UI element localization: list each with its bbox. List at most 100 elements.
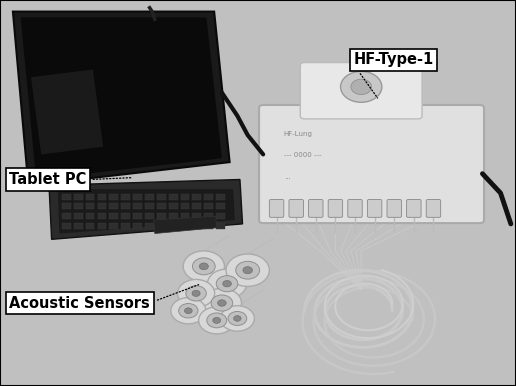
Circle shape [223, 281, 231, 287]
Circle shape [207, 269, 247, 298]
Circle shape [228, 312, 247, 325]
Polygon shape [49, 179, 243, 239]
Bar [133, 203, 142, 209]
Circle shape [192, 258, 215, 275]
Circle shape [192, 290, 200, 296]
Bar [74, 223, 83, 229]
Bar [216, 223, 225, 229]
Circle shape [207, 313, 227, 328]
Bar [145, 213, 154, 219]
Circle shape [199, 307, 235, 334]
FancyBboxPatch shape [289, 200, 303, 217]
Text: Tablet PC: Tablet PC [9, 172, 87, 187]
Bar [86, 213, 94, 219]
Circle shape [202, 288, 241, 318]
Bar [157, 213, 166, 219]
Polygon shape [31, 69, 103, 154]
FancyBboxPatch shape [328, 200, 343, 217]
Bar [169, 223, 178, 229]
Bar [86, 223, 94, 229]
FancyBboxPatch shape [348, 200, 362, 217]
FancyBboxPatch shape [309, 200, 323, 217]
Bar [109, 194, 118, 200]
Bar [157, 194, 166, 200]
Bar [192, 194, 201, 200]
Text: ...: ... [284, 174, 291, 180]
Circle shape [199, 263, 208, 270]
Circle shape [171, 298, 206, 324]
Bar [192, 203, 201, 209]
FancyBboxPatch shape [367, 200, 382, 217]
Circle shape [216, 276, 238, 292]
Bar [62, 203, 71, 209]
Bar [74, 194, 83, 200]
Bar [204, 194, 213, 200]
Circle shape [183, 251, 224, 282]
Bar [98, 213, 106, 219]
Circle shape [341, 71, 382, 102]
Bar [157, 203, 166, 209]
Bar [109, 213, 118, 219]
Bar [145, 223, 154, 229]
Text: --- 0000 ---: --- 0000 --- [284, 152, 321, 159]
Bar [121, 194, 130, 200]
Bar [181, 194, 189, 200]
Bar [62, 213, 71, 219]
FancyBboxPatch shape [387, 200, 401, 217]
Bar [216, 213, 225, 219]
Bar [204, 213, 213, 219]
Polygon shape [58, 189, 235, 234]
Bar [98, 194, 106, 200]
Bar [109, 203, 118, 209]
Circle shape [186, 286, 206, 301]
Bar [86, 203, 94, 209]
Bar [62, 194, 71, 200]
Circle shape [220, 306, 254, 331]
Bar [98, 223, 106, 229]
Bar [109, 223, 118, 229]
Bar [121, 213, 130, 219]
Bar [62, 223, 71, 229]
Circle shape [178, 279, 215, 307]
Bar [121, 223, 130, 229]
Polygon shape [13, 12, 230, 185]
Circle shape [234, 316, 241, 321]
Text: HF-Type-1: HF-Type-1 [353, 52, 434, 67]
Bar [86, 194, 94, 200]
FancyBboxPatch shape [426, 200, 441, 217]
FancyBboxPatch shape [259, 105, 484, 223]
Bar [192, 223, 201, 229]
Bar [74, 203, 83, 209]
Circle shape [218, 300, 226, 306]
Bar [181, 203, 189, 209]
Bar [204, 223, 213, 229]
FancyBboxPatch shape [300, 63, 422, 119]
Bar [74, 213, 83, 219]
Circle shape [243, 267, 252, 274]
Bar [216, 203, 225, 209]
Text: Acoustic Sensors: Acoustic Sensors [9, 296, 150, 310]
Bar [145, 203, 154, 209]
Bar [181, 213, 189, 219]
Bar [98, 203, 106, 209]
Text: HF-Lung: HF-Lung [284, 131, 313, 137]
Bar [169, 213, 178, 219]
Bar [181, 223, 189, 229]
Bar [121, 203, 130, 209]
Bar [133, 223, 142, 229]
Circle shape [185, 308, 192, 313]
Bar [216, 194, 225, 200]
Circle shape [226, 254, 269, 286]
Bar [192, 213, 201, 219]
FancyBboxPatch shape [269, 200, 284, 217]
Circle shape [236, 261, 260, 279]
Bar [157, 223, 166, 229]
Circle shape [213, 317, 221, 323]
Circle shape [211, 295, 233, 311]
Bar [169, 194, 178, 200]
Bar [133, 194, 142, 200]
Bar [133, 213, 142, 219]
Polygon shape [154, 216, 217, 234]
FancyBboxPatch shape [407, 200, 421, 217]
Bar [169, 203, 178, 209]
